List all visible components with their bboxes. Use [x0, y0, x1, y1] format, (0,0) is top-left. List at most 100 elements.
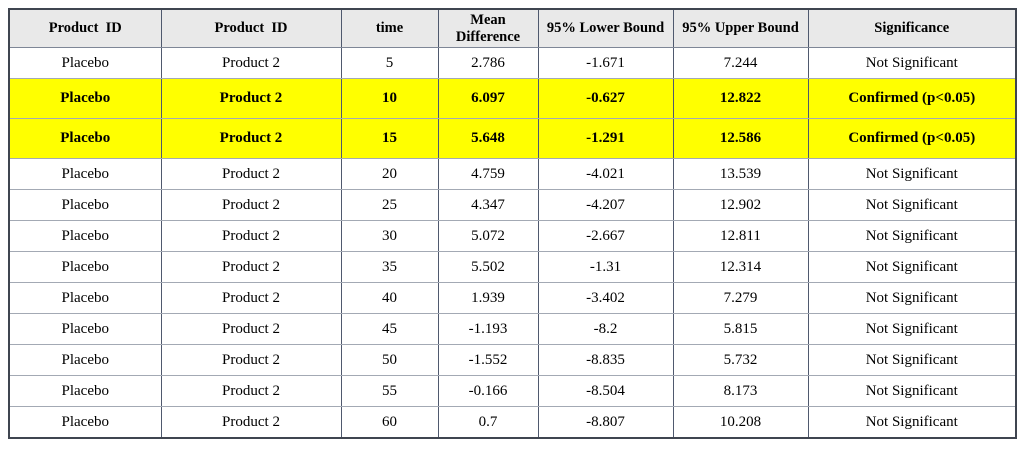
cell-time: 55 [340, 375, 439, 408]
cell-product-id-1: Placebo [8, 344, 162, 377]
cell-product-id-2: Product 2 [160, 220, 342, 253]
table-row: Placebo Product 2 30 5.072 -2.667 12.811 Not S… [8, 220, 1017, 253]
cell-time: 40 [340, 282, 439, 315]
cell-mean-difference: -0.166 [437, 375, 539, 408]
table-row: Placebo Product 2 40 1.939 -3.402 7.279 Not Si… [8, 282, 1017, 315]
cell-lower-bound: -1.291 [537, 118, 674, 160]
cell-lower-bound: -8.2 [537, 313, 674, 346]
table-row: Placebo Product 2 5 2.786 -1.671 7.244 Not Sig… [8, 47, 1017, 80]
cell-time: 30 [340, 220, 439, 253]
cell-mean-difference: 4.347 [437, 189, 539, 222]
cell-product-id-1: Placebo [8, 282, 162, 315]
cell-mean-difference: -1.193 [437, 313, 539, 346]
cell-significance: Not Significant [807, 251, 1017, 284]
cell-product-id-2: Product 2 [160, 282, 342, 315]
cell-upper-bound: 7.279 [672, 282, 809, 315]
cell-time: 5 [340, 47, 439, 80]
cell-upper-bound: 12.811 [672, 220, 809, 253]
cell-mean-difference: 1.939 [437, 282, 539, 315]
cell-product-id-2: Product 2 [160, 251, 342, 284]
cell-mean-difference: 4.759 [437, 158, 539, 191]
cell-product-id-2: Product 2 [160, 313, 342, 346]
table-row: Placebo Product 2 35 5.502 -1.31 12.314 Not Si… [8, 251, 1017, 284]
table-row: Placebo Product 2 25 4.347 -4.207 12.902 Not S… [8, 189, 1017, 222]
cell-time: 25 [340, 189, 439, 222]
cell-product-id-2: Product 2 [160, 344, 342, 377]
cell-product-id-2: Product 2 [160, 406, 342, 439]
cell-upper-bound: 10.208 [672, 406, 809, 439]
cell-mean-difference: -1.552 [437, 344, 539, 377]
cell-product-id-1: Placebo [8, 313, 162, 346]
cell-time: 35 [340, 251, 439, 284]
cell-lower-bound: -4.207 [537, 189, 674, 222]
column-header-95-upper-bound: 95% Upper Bound [672, 8, 809, 49]
cell-product-id-2: Product 2 [160, 47, 342, 80]
column-header-mean-difference: Mean Difference [437, 8, 539, 49]
cell-product-id-1: Placebo [8, 47, 162, 80]
cell-time: 10 [340, 78, 439, 120]
cell-time: 60 [340, 406, 439, 439]
column-header-significance: Significance [807, 8, 1017, 49]
cell-significance: Not Significant [807, 189, 1017, 222]
cell-significance: Not Significant [807, 282, 1017, 315]
cell-product-id-1: Placebo [8, 78, 162, 120]
cell-product-id-1: Placebo [8, 375, 162, 408]
cell-mean-difference: 5.072 [437, 220, 539, 253]
cell-product-id-1: Placebo [8, 251, 162, 284]
cell-lower-bound: -1.671 [537, 47, 674, 80]
cell-product-id-2: Product 2 [160, 158, 342, 191]
cell-lower-bound: -8.835 [537, 344, 674, 377]
cell-product-id-2: Product 2 [160, 189, 342, 222]
cell-time: 20 [340, 158, 439, 191]
cell-significance: Not Significant [807, 344, 1017, 377]
table-row: Placebo Product 2 60 0.7 -8.807 10.208 Not Sig… [8, 406, 1017, 439]
cell-product-id-2: Product 2 [160, 78, 342, 120]
cell-upper-bound: 8.173 [672, 375, 809, 408]
cell-significance: Not Significant [807, 313, 1017, 346]
table-row-highlighted: Placebo Product 2 15 5.648 -1.291 12.586 Confi… [8, 118, 1017, 160]
cell-product-id-2: Product 2 [160, 118, 342, 160]
cell-significance: Confirmed (p<0.05) [807, 118, 1017, 160]
header-row: Product ID Product ID time Mean Differen… [8, 8, 1017, 49]
column-header-product-id-2: Product ID [160, 8, 342, 49]
cell-product-id-1: Placebo [8, 220, 162, 253]
cell-upper-bound: 7.244 [672, 47, 809, 80]
cell-time: 50 [340, 344, 439, 377]
cell-mean-difference: 2.786 [437, 47, 539, 80]
cell-time: 15 [340, 118, 439, 160]
cell-mean-difference: 5.502 [437, 251, 539, 284]
cell-upper-bound: 5.732 [672, 344, 809, 377]
cell-significance: Not Significant [807, 47, 1017, 80]
cell-significance: Not Significant [807, 158, 1017, 191]
cell-upper-bound: 12.314 [672, 251, 809, 284]
table-header: Product ID Product ID time Mean Differen… [8, 8, 1017, 49]
cell-product-id-1: Placebo [8, 406, 162, 439]
cell-significance: Confirmed (p<0.05) [807, 78, 1017, 120]
cell-product-id-1: Placebo [8, 118, 162, 160]
cell-lower-bound: -1.31 [537, 251, 674, 284]
cell-upper-bound: 12.902 [672, 189, 809, 222]
cell-product-id-1: Placebo [8, 189, 162, 222]
column-header-time: time [340, 8, 439, 49]
cell-significance: Not Significant [807, 406, 1017, 439]
table-row: Placebo Product 2 45 -1.193 -8.2 5.815 Not Sig… [8, 313, 1017, 346]
cell-significance: Not Significant [807, 375, 1017, 408]
table-body: Placebo Product 2 5 2.786 -1.671 7.244 Not Sig… [8, 47, 1017, 439]
table-row: Placebo Product 2 20 4.759 -4.021 13.539 Not S… [8, 158, 1017, 191]
cell-upper-bound: 12.822 [672, 78, 809, 120]
cell-lower-bound: -0.627 [537, 78, 674, 120]
significance-results-table: Product ID Product ID time Mean Differen… [8, 8, 1017, 439]
cell-lower-bound: -4.021 [537, 158, 674, 191]
cell-upper-bound: 5.815 [672, 313, 809, 346]
column-header-product-id-1: Product ID [8, 8, 162, 49]
cell-lower-bound: -2.667 [537, 220, 674, 253]
table-row: Placebo Product 2 55 -0.166 -8.504 8.173 Not S… [8, 375, 1017, 408]
cell-upper-bound: 12.586 [672, 118, 809, 160]
cell-mean-difference: 6.097 [437, 78, 539, 120]
cell-mean-difference: 0.7 [437, 406, 539, 439]
cell-upper-bound: 13.539 [672, 158, 809, 191]
cell-significance: Not Significant [807, 220, 1017, 253]
cell-lower-bound: -8.807 [537, 406, 674, 439]
cell-product-id-1: Placebo [8, 158, 162, 191]
